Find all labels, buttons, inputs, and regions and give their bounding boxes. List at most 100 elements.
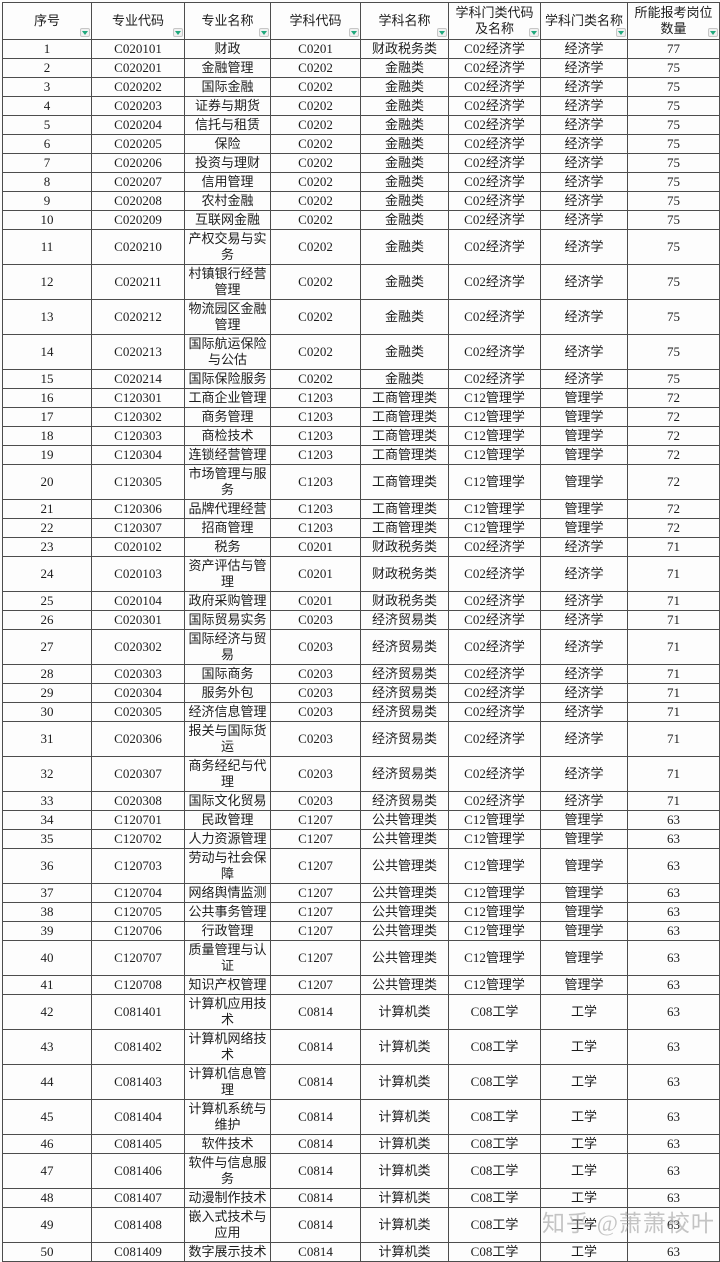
cell-position-count: 75 [627,334,720,370]
filter-dropdown-icon[interactable] [437,28,447,37]
cell-major-name: 经济信息管理 [184,702,271,722]
cell-category-code-and-name: C12管理学 [448,902,541,922]
cell-index: 2 [2,58,92,78]
table-row: 2 C020201 金融管理 C0202 金融类 C02经济学 经济学 75 [2,58,720,78]
table-row: 31 C020306 报关与国际货运 C0203 经济贸易类 C02经济学 经济… [2,721,720,757]
chevron-down-icon [710,30,716,35]
cell-category-name: 经济学 [540,610,628,630]
cell-subject-code: C0814 [270,1029,361,1065]
cell-index: 28 [2,664,92,684]
cell-subject-name: 财政税务类 [360,556,449,592]
cell-subject-code: C0202 [270,191,361,211]
cell-category-code-and-name: C02经济学 [448,537,541,557]
cell-major-name: 国际金融 [184,77,271,97]
cell-subject-code: C0814 [270,1099,361,1135]
cell-major-code: C120305 [91,464,185,500]
filter-dropdown-icon[interactable] [708,28,718,37]
cell-subject-code: C1207 [270,810,361,830]
cell-position-count: 63 [627,1099,720,1135]
cell-subject-name: 计算机类 [360,1242,449,1262]
filter-dropdown-icon[interactable] [80,28,90,37]
filter-dropdown-icon[interactable] [349,28,359,37]
cell-position-count: 72 [627,499,720,519]
cell-category-name: 管理学 [540,445,628,465]
cell-subject-name: 经济贸易类 [360,683,449,703]
cell-category-name: 经济学 [540,629,628,665]
cell-subject-name: 计算机类 [360,1188,449,1208]
cell-major-code: C020304 [91,683,185,703]
filter-dropdown-icon[interactable] [173,28,183,37]
cell-major-code: C081404 [91,1099,185,1135]
cell-subject-code: C0202 [270,172,361,192]
cell-subject-code: C0203 [270,702,361,722]
filter-dropdown-icon[interactable] [259,28,269,37]
cell-category-code-and-name: C02经济学 [448,591,541,611]
cell-position-count: 71 [627,629,720,665]
cell-category-name: 经济学 [540,77,628,97]
cell-category-name: 经济学 [540,721,628,757]
cell-index: 24 [2,556,92,592]
cell-subject-code: C0203 [270,610,361,630]
cell-position-count: 75 [627,58,720,78]
cell-category-code-and-name: C12管理学 [448,883,541,903]
cell-subject-name: 经济贸易类 [360,721,449,757]
cell-index: 8 [2,172,92,192]
cell-category-code-and-name: C08工学 [448,1153,541,1189]
cell-subject-name: 金融类 [360,191,449,211]
cell-subject-code: C1203 [270,407,361,427]
cell-position-count: 75 [627,229,720,265]
cell-position-count: 63 [627,848,720,884]
cell-subject-name: 金融类 [360,153,449,173]
cell-category-code-and-name: C12管理学 [448,499,541,519]
cell-subject-code: C0203 [270,721,361,757]
cell-subject-name: 金融类 [360,134,449,154]
cell-category-name: 经济学 [540,264,628,300]
filter-dropdown-icon[interactable] [616,28,626,37]
cell-major-name: 民政管理 [184,810,271,830]
table-row: 34 C120701 民政管理 C1207 公共管理类 C12管理学 管理学 6… [2,810,720,830]
cell-category-name: 工学 [540,994,628,1030]
cell-position-count: 71 [627,610,720,630]
cell-index: 32 [2,756,92,792]
filter-dropdown-icon[interactable] [529,28,539,37]
cell-major-code: C020213 [91,334,185,370]
table-row: 3 C020202 国际金融 C0202 金融类 C02经济学 经济学 75 [2,77,720,97]
cell-position-count: 75 [627,191,720,211]
column-header-category-code-and-name: 学科门类代码及名称 [448,2,541,40]
cell-major-code: C020302 [91,629,185,665]
cell-subject-name: 公共管理类 [360,902,449,922]
cell-category-code-and-name: C08工学 [448,1207,541,1243]
cell-index: 42 [2,994,92,1030]
cell-category-code-and-name: C02经济学 [448,369,541,389]
cell-category-code-and-name: C02经济学 [448,264,541,300]
cell-category-name: 管理学 [540,426,628,446]
cell-index: 19 [2,445,92,465]
cell-category-name: 工学 [540,1242,628,1262]
table-row: 26 C020301 国际贸易实务 C0203 经济贸易类 C02经济学 经济学… [2,610,720,630]
cell-category-code-and-name: C12管理学 [448,975,541,995]
cell-category-code-and-name: C12管理学 [448,445,541,465]
column-header-available-positions: 所能报考岗位数量 [627,2,720,40]
cell-major-name: 互联网金融 [184,210,271,230]
cell-subject-code: C0203 [270,791,361,811]
cell-category-name: 经济学 [540,591,628,611]
cell-subject-name: 工商管理类 [360,518,449,538]
cell-major-name: 品牌代理经营 [184,499,271,519]
cell-category-code-and-name: C12管理学 [448,810,541,830]
table-row: 10 C020209 互联网金融 C0202 金融类 C02经济学 经济学 75 [2,210,720,230]
cell-category-code-and-name: C02经济学 [448,756,541,792]
cell-category-code-and-name: C12管理学 [448,518,541,538]
table-row: 16 C120301 工商企业管理 C1203 工商管理类 C12管理学 管理学… [2,388,720,408]
cell-major-name: 工商企业管理 [184,388,271,408]
cell-subject-name: 公共管理类 [360,940,449,976]
cell-index: 21 [2,499,92,519]
cell-subject-name: 计算机类 [360,1064,449,1100]
table-body: 1 C020101 财政 C0201 财政税务类 C02经济学 经济学 77 2… [2,39,720,1262]
table-row: 6 C020205 保险 C0202 金融类 C02经济学 经济学 75 [2,134,720,154]
table-row: 48 C081407 动漫制作技术 C0814 计算机类 C08工学 工学 63 [2,1188,720,1208]
cell-subject-name: 经济贸易类 [360,791,449,811]
table-row: 4 C020203 证券与期货 C0202 金融类 C02经济学 经济学 75 [2,96,720,116]
cell-category-name: 经济学 [540,556,628,592]
cell-major-name: 国际贸易实务 [184,610,271,630]
